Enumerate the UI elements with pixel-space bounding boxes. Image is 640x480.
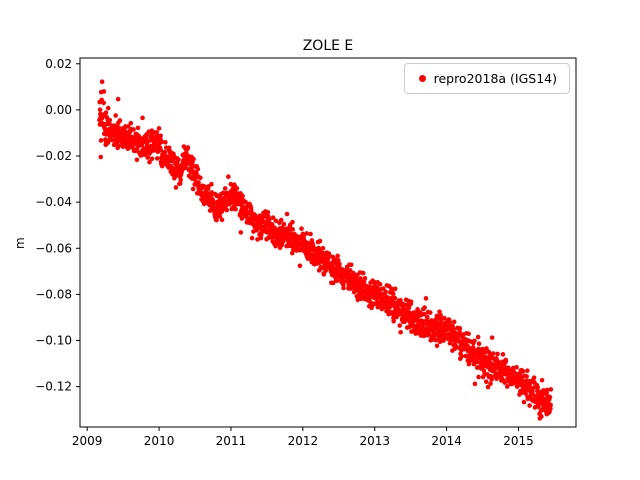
- legend-label: repro2018a (IGS14): [433, 71, 557, 86]
- x-tick-label: 2011: [216, 434, 247, 448]
- y-tick-label: −0.02: [35, 149, 72, 163]
- chart-title: ZOLE E: [302, 38, 354, 54]
- legend: repro2018a (IGS14): [403, 63, 570, 94]
- x-tick-label: 2013: [359, 434, 390, 448]
- axes-frame: [79, 57, 577, 428]
- y-tick-label: 0.00: [45, 103, 72, 117]
- x-tick-label: 2014: [431, 434, 462, 448]
- y-tick-label: 0.02: [45, 57, 72, 71]
- x-tick-label: 2015: [503, 434, 534, 448]
- x-tick-label: 2009: [72, 434, 103, 448]
- x-tick-label: 2012: [288, 434, 319, 448]
- y-tick-label: −0.12: [35, 380, 72, 394]
- y-tick-label: −0.04: [35, 195, 72, 209]
- y-tick-label: −0.06: [35, 241, 72, 255]
- legend-marker-icon: [418, 75, 426, 82]
- scatter-points: [97, 79, 554, 421]
- y-tick-label: −0.10: [35, 334, 72, 348]
- y-tick-label: −0.08: [35, 287, 72, 301]
- x-tick-label: 2010: [144, 434, 175, 448]
